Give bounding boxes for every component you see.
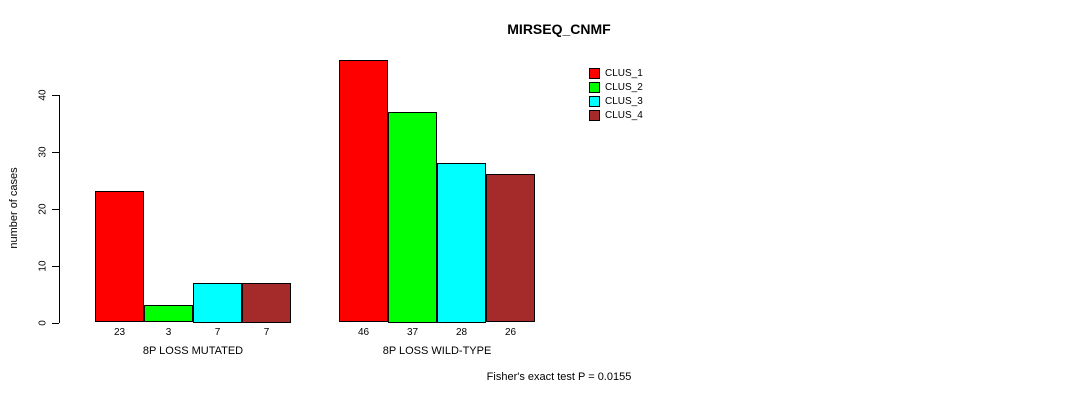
bar-clus_3-group-1 (193, 283, 242, 323)
x-group-label: 8P LOSS WILD-TYPE (382, 345, 492, 357)
bar-value-label: 26 (504, 327, 517, 338)
bar-value-label: 7 (263, 327, 270, 338)
legend-swatch-clus-2 (589, 81, 600, 93)
y-tick-label: 30 (37, 146, 49, 158)
legend-label-clus-2: CLUS_2 (605, 81, 643, 93)
y-tick-mark (52, 266, 59, 267)
legend-label-clus-3: CLUS_3 (605, 95, 643, 107)
legend-item-clus-4: CLUS_4 (589, 108, 643, 122)
y-tick-label: 20 (37, 203, 49, 215)
chart-title: MIRSEQ_CNMF (507, 21, 611, 37)
bar-clus_3-group-2 (437, 163, 486, 323)
bar-value-label: 7 (214, 327, 221, 338)
bar-value-label: 37 (406, 327, 419, 338)
legend-item-clus-1: CLUS_1 (589, 66, 643, 80)
legend-item-clus-3: CLUS_3 (589, 94, 643, 108)
y-tick-label: 10 (37, 260, 49, 272)
annotation-fisher-test: Fisher's exact test P = 0.0155 (486, 371, 632, 383)
y-tick-mark (52, 209, 59, 210)
y-tick-mark (52, 152, 59, 153)
bar-clus_2-group-1 (144, 305, 193, 322)
legend-swatch-clus-4 (589, 109, 600, 121)
y-axis-line (59, 95, 60, 323)
legend-swatch-clus-1 (589, 67, 600, 79)
bar-clus_4-group-2 (486, 174, 535, 322)
bar-value-label: 3 (165, 327, 172, 338)
legend-item-clus-2: CLUS_2 (589, 80, 643, 94)
y-axis-label: number of cases (8, 167, 20, 249)
legend-swatch-clus-3 (589, 95, 600, 107)
y-tick-mark (52, 95, 59, 96)
bar-clus_1-group-2 (339, 60, 388, 322)
y-tick-label: 40 (37, 89, 49, 101)
legend-label-clus-4: CLUS_4 (605, 109, 643, 121)
x-group-label: 8P LOSS MUTATED (142, 345, 244, 357)
bar-value-label: 23 (113, 327, 126, 338)
bar-clus_4-group-1 (242, 283, 291, 323)
bar-clus_2-group-2 (388, 112, 437, 323)
bar-clus_1-group-1 (95, 191, 144, 322)
y-tick-mark (52, 323, 59, 324)
legend: CLUS_1 CLUS_2 CLUS_3 CLUS_4 (589, 66, 643, 122)
y-tick-label: 0 (37, 320, 49, 326)
bar-value-label: 46 (357, 327, 370, 338)
bar-value-label: 28 (455, 327, 468, 338)
legend-label-clus-1: CLUS_1 (605, 67, 643, 79)
